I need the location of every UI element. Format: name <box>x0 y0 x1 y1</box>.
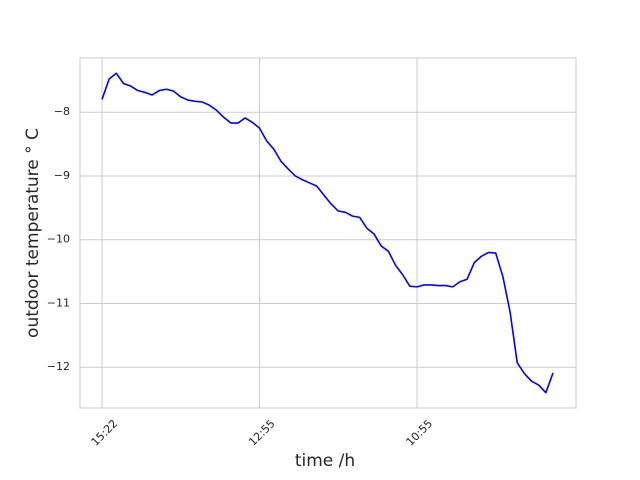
y-tick-label: −12 <box>47 360 70 373</box>
x-tick-label: 10:55 <box>404 417 436 449</box>
y-tick-label: −10 <box>47 233 70 246</box>
x-tick-label: 12:55 <box>246 417 278 449</box>
x-axis-label: time /h <box>295 451 355 471</box>
data-line <box>101 72 554 394</box>
y-tick-label: −8 <box>54 105 70 118</box>
y-tick-label: −11 <box>47 296 70 309</box>
y-axis-label: outdoor temperature ° C <box>23 128 43 338</box>
grid-layer <box>80 58 576 408</box>
plot-frame <box>79 57 577 409</box>
y-tick-label: −9 <box>54 169 70 182</box>
x-tick-label: 15:22 <box>89 417 121 449</box>
